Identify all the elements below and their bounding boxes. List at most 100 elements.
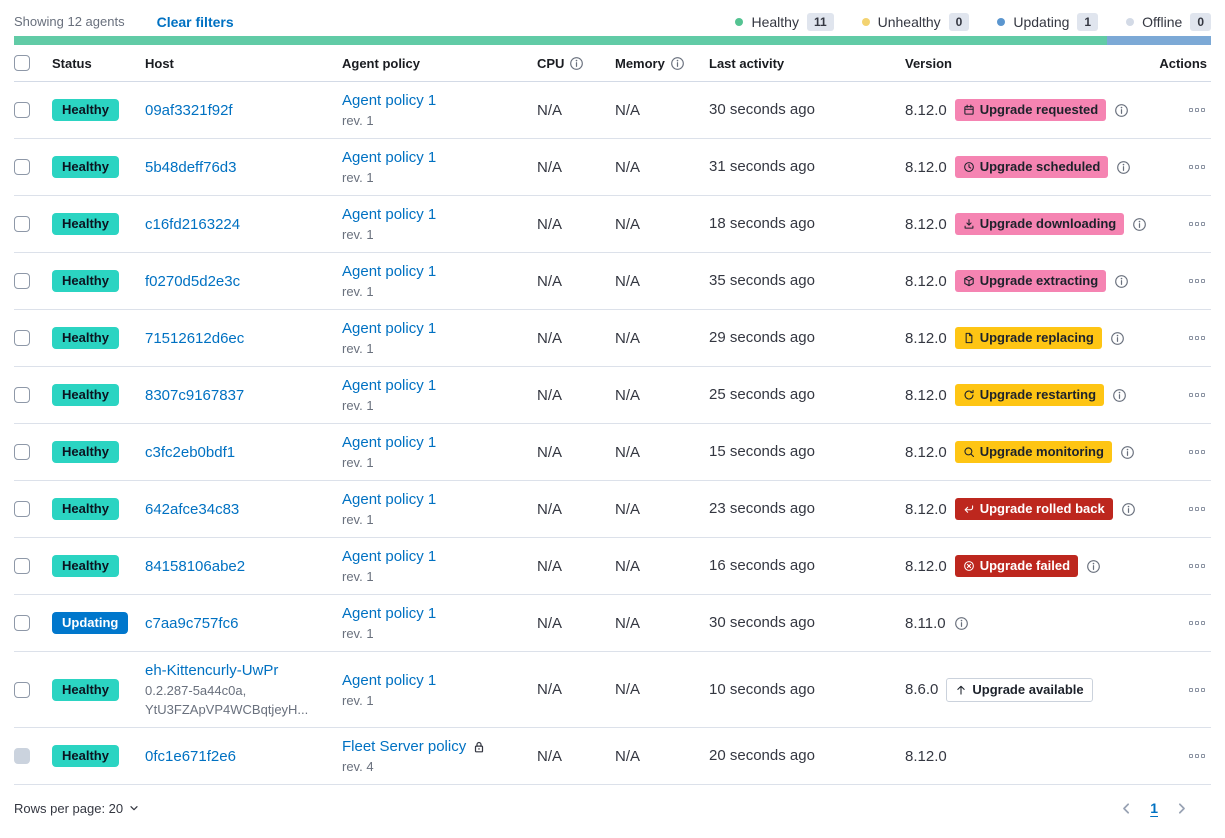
info-icon[interactable] (1121, 502, 1136, 517)
memory-value: N/A (615, 158, 641, 176)
info-icon[interactable] (1110, 331, 1125, 346)
version-value: 8.6.0 (905, 681, 939, 698)
row-checkbox[interactable] (14, 273, 30, 289)
info-icon[interactable] (954, 616, 969, 631)
agent-policy-link[interactable]: Agent policy 1 (342, 263, 437, 280)
status-badge: Healthy (52, 270, 119, 292)
legend-label: Updating (1013, 13, 1070, 30)
host-link[interactable]: 5b48deff76d3 (145, 158, 237, 176)
actions-button[interactable] (1187, 275, 1207, 287)
agent-policy-link[interactable]: Fleet Server policy (342, 738, 467, 755)
host-link[interactable]: c3fc2eb0bdf1 (145, 443, 236, 461)
agent-policy-link[interactable]: Agent policy 1 (342, 605, 437, 622)
info-icon[interactable] (1116, 160, 1131, 175)
last-activity-value: 30 seconds ago (709, 614, 815, 631)
page-number-1[interactable]: 1 (1150, 800, 1158, 816)
rows-per-page-select[interactable]: Rows per page: 20 (14, 801, 140, 816)
row-checkbox[interactable] (14, 444, 30, 460)
host-link[interactable]: c7aa9c757fc6 (145, 614, 239, 632)
row-checkbox[interactable] (14, 102, 30, 118)
actions-button[interactable] (1187, 684, 1207, 696)
host-link[interactable]: 0fc1e671f2e6 (145, 747, 236, 765)
table-row: Healthy eh-Kittencurly-UwPr 0.2.287-5a44… (14, 652, 1211, 728)
row-checkbox[interactable] (14, 558, 30, 574)
row-checkbox[interactable] (14, 330, 30, 346)
info-icon[interactable] (569, 56, 584, 71)
agent-count-text: Showing 12 agents (14, 14, 125, 29)
host-link[interactable]: eh-Kittencurly-UwPr (145, 662, 279, 679)
info-icon[interactable] (1086, 559, 1101, 574)
next-page-button[interactable] (1174, 801, 1189, 816)
actions-button[interactable] (1187, 161, 1207, 173)
column-header-memory: Memory (615, 55, 665, 71)
cpu-value: N/A (537, 329, 563, 347)
actions-button[interactable] (1187, 446, 1207, 458)
host-link[interactable]: 09af3321f92f (145, 101, 233, 119)
info-icon[interactable] (1114, 274, 1129, 289)
row-checkbox[interactable] (14, 501, 30, 517)
legend-item: Unhealthy 0 (861, 12, 970, 31)
column-header-agent-policy: Agent policy (342, 55, 421, 71)
status-badge: Healthy (52, 678, 119, 701)
host-link[interactable]: f0270d5d2e3c (145, 272, 241, 290)
table-row: Healthy 8307c9167837 Agent policy 1 rev.… (14, 367, 1211, 424)
agent-policy-link[interactable]: Agent policy 1 (342, 548, 437, 565)
last-activity-value: 16 seconds ago (709, 557, 815, 574)
info-icon[interactable] (1132, 217, 1147, 232)
last-activity-value: 29 seconds ago (709, 329, 815, 346)
row-checkbox[interactable] (14, 216, 30, 232)
status-badge: Healthy (52, 99, 119, 121)
table-row: Healthy c16fd2163224 Agent policy 1 rev.… (14, 196, 1211, 253)
host-link[interactable]: 642afce34c83 (145, 500, 240, 518)
row-checkbox[interactable] (14, 159, 30, 175)
row-checkbox[interactable] (14, 748, 30, 764)
info-icon[interactable] (670, 56, 685, 71)
info-icon[interactable] (1112, 388, 1127, 403)
upgrade-status-badge: Upgrade restarting (954, 384, 1105, 406)
status-dot-icon (861, 17, 870, 26)
row-checkbox[interactable] (14, 615, 30, 631)
cpu-value: N/A (537, 101, 563, 119)
host-meta: 0.2.287-5a44c0a, (145, 683, 247, 698)
upgrade-status-badge: Upgrade replacing (954, 327, 1102, 349)
agent-policy-link[interactable]: Agent policy 1 (342, 671, 437, 689)
prev-page-button[interactable] (1119, 801, 1134, 816)
agent-policy-link[interactable]: Agent policy 1 (342, 377, 437, 394)
agents-toolbar: Showing 12 agents Clear filters Healthy 1… (14, 0, 1211, 32)
legend-count-badge: 1 (1077, 12, 1099, 31)
actions-button[interactable] (1187, 389, 1207, 401)
memory-value: N/A (615, 386, 641, 404)
upgrade-status-label: Upgrade downloading (979, 216, 1117, 231)
agent-policy-link[interactable]: Agent policy 1 (342, 206, 437, 223)
actions-button[interactable] (1187, 332, 1207, 344)
actions-button[interactable] (1187, 560, 1207, 572)
host-link[interactable]: 84158106abe2 (145, 557, 246, 575)
actions-button[interactable] (1187, 750, 1207, 762)
row-checkbox[interactable] (14, 387, 30, 403)
host-link[interactable]: 8307c9167837 (145, 386, 245, 404)
agent-policy-link[interactable]: Agent policy 1 (342, 434, 437, 451)
upgrade-status-label: Upgrade requested (979, 102, 1099, 117)
policy-revision: rev. 1 (342, 398, 374, 413)
table-row: Healthy 0fc1e671f2e6 Fleet Server policy… (14, 728, 1211, 785)
actions-button[interactable] (1187, 218, 1207, 230)
agent-policy-link[interactable]: Agent policy 1 (342, 320, 437, 337)
select-all-checkbox[interactable] (14, 55, 30, 71)
upgrade-status-label: Upgrade extracting (979, 273, 1099, 288)
cross-in-circle-icon (963, 560, 975, 572)
info-icon[interactable] (1114, 103, 1129, 118)
host-link[interactable]: 71512612d6ec (145, 329, 245, 347)
clear-filters-button[interactable]: Clear filters (156, 13, 234, 30)
info-icon[interactable] (1120, 445, 1135, 460)
column-header-actions: Actions (1159, 55, 1207, 71)
row-checkbox[interactable] (14, 681, 30, 698)
policy-revision: rev. 1 (342, 227, 374, 242)
actions-button[interactable] (1187, 104, 1207, 116)
agent-policy-link[interactable]: Agent policy 1 (342, 92, 437, 109)
agent-policy-link[interactable]: Agent policy 1 (342, 149, 437, 166)
host-link[interactable]: c16fd2163224 (145, 215, 241, 233)
actions-button[interactable] (1187, 503, 1207, 515)
last-activity-value: 15 seconds ago (709, 443, 815, 460)
actions-button[interactable] (1187, 617, 1207, 629)
agent-policy-link[interactable]: Agent policy 1 (342, 491, 437, 508)
